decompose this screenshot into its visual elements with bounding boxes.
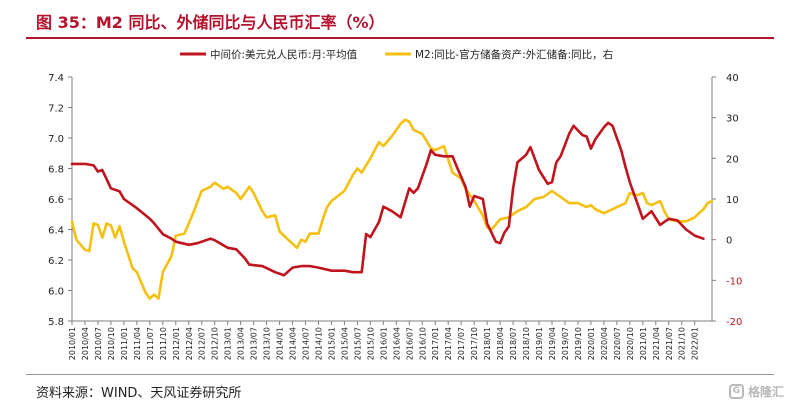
x-tick-label: 2011/04	[133, 327, 142, 360]
legend-label: M2:同比-官方储备资产:外汇储备:同比，右	[415, 48, 613, 61]
x-tick-label: 2016/01	[379, 327, 388, 360]
left-tick-label: 6.6	[48, 195, 64, 206]
x-tick-label: 2020/10	[626, 327, 635, 360]
title-bar: 图 35：M2 同比、外储同比与人民币汇率（%）	[0, 0, 794, 38]
right-tick-label: 20	[726, 154, 739, 165]
right-tick-label: 30	[726, 114, 739, 125]
legend-label: 中间价:美元兑人民币:月:平均值	[210, 48, 358, 61]
x-tick-label: 2010/07	[94, 327, 103, 360]
x-tick-label: 2021/01	[639, 327, 648, 360]
right-tick-label: 10	[726, 195, 739, 206]
x-tick-label: 2010/01	[68, 327, 77, 360]
watermark-text: 格隆汇	[747, 385, 784, 399]
x-tick-label: 2017/01	[431, 327, 440, 360]
x-tick-label: 2016/07	[405, 327, 414, 360]
right-tick-label: -20	[726, 317, 742, 328]
x-tick-label: 2016/10	[418, 327, 427, 360]
x-tick-label: 2017/10	[470, 327, 479, 360]
x-tick-label: 2015/10	[366, 327, 375, 360]
x-tick-label: 2019/01	[535, 327, 544, 360]
left-tick-label: 6.4	[48, 226, 64, 237]
footer-rule	[26, 374, 774, 375]
right-tick-label: 0	[726, 236, 732, 247]
x-tick-label: 2015/07	[353, 327, 362, 360]
right-tick-label: -10	[726, 276, 742, 287]
x-tick-label: 2017/07	[457, 327, 466, 360]
x-tick-label: 2020/01	[587, 327, 596, 360]
chart: 中间价:美元兑人民币:月:平均值 M2:同比-官方储备资产:外汇储备:同比，右 5…	[48, 48, 742, 360]
left-tick-label: 7.0	[48, 134, 64, 145]
watermark: G 格隆汇	[728, 383, 784, 400]
x-tick-label: 2021/07	[665, 327, 674, 360]
x-tick-label: 2019/07	[561, 327, 570, 360]
x-tick-label: 2013/01	[224, 327, 233, 360]
axes: 5.8 6.0 6.2 6.4 6.6 6.8 7.0 7.2 7.4 -20 -10 0 10 20 30…	[48, 73, 742, 360]
left-tick-label: 6.0	[48, 287, 64, 298]
x-tick-label: 2011/07	[146, 327, 155, 360]
x-tick-label: 2011/10	[159, 327, 168, 360]
right-tick-label: 40	[726, 73, 739, 84]
source-note: 资料来源：WIND、天风证券研究所	[36, 386, 242, 401]
x-tick-label: 2014/10	[314, 327, 323, 360]
x-tick-label: 2019/04	[548, 327, 557, 360]
x-tick-label: 2017/04	[444, 327, 453, 360]
x-tick-label: 2021/10	[678, 327, 687, 360]
x-tick-label: 2013/07	[250, 327, 259, 360]
x-tick-label: 2015/01	[327, 327, 336, 360]
x-tick-label: 2012/04	[185, 327, 194, 360]
series-line-m2-minus-fx-reserves	[70, 118, 714, 300]
x-tick-label: 2019/10	[574, 327, 583, 360]
x-tick-label: 2010/04	[81, 327, 90, 360]
watermark-logo-icon: G	[728, 384, 744, 399]
left-tick-label: 6.2	[48, 256, 64, 267]
x-tick-label: 2014/04	[289, 327, 298, 360]
x-tick-label: 2022/01	[691, 327, 700, 360]
x-tick-label: 2018/10	[522, 327, 531, 360]
x-tick-label: 2020/04	[600, 327, 609, 360]
x-tick-label: 2011/01	[120, 327, 129, 360]
x-tick-label: 2010/10	[107, 327, 116, 360]
x-tick-label: 2015/04	[340, 327, 349, 360]
x-tick-label: 2013/10	[263, 327, 272, 360]
x-tick-label: 2012/07	[198, 327, 207, 360]
x-tick-label: 2020/07	[613, 327, 622, 360]
x-tick-label: 2021/04	[652, 327, 661, 360]
series-line-usdcny	[70, 121, 705, 277]
x-tick-label: 2018/04	[496, 327, 505, 360]
x-tick-label: 2013/04	[237, 327, 246, 360]
legend: 中间价:美元兑人民币:月:平均值 M2:同比-官方储备资产:外汇储备:同比，右	[180, 48, 613, 61]
left-tick-label: 5.8	[48, 317, 64, 328]
title-rule	[26, 37, 774, 39]
left-tick-label: 7.2	[48, 104, 64, 115]
x-tick-label: 2014/07	[302, 327, 311, 360]
x-tick-label: 2012/10	[211, 327, 220, 360]
chart-title: 图 35：M2 同比、外储同比与人民币汇率（%）	[36, 13, 385, 32]
series-layer	[70, 118, 714, 300]
left-tick-label: 7.4	[48, 73, 64, 84]
x-tick-label: 2018/07	[509, 327, 518, 360]
x-tick-label: 2016/04	[392, 327, 401, 360]
x-tick-label: 2018/01	[483, 327, 492, 360]
x-tick-label: 2014/01	[276, 327, 285, 360]
x-tick-label: 2012/01	[172, 327, 181, 360]
left-tick-label: 6.8	[48, 165, 64, 176]
